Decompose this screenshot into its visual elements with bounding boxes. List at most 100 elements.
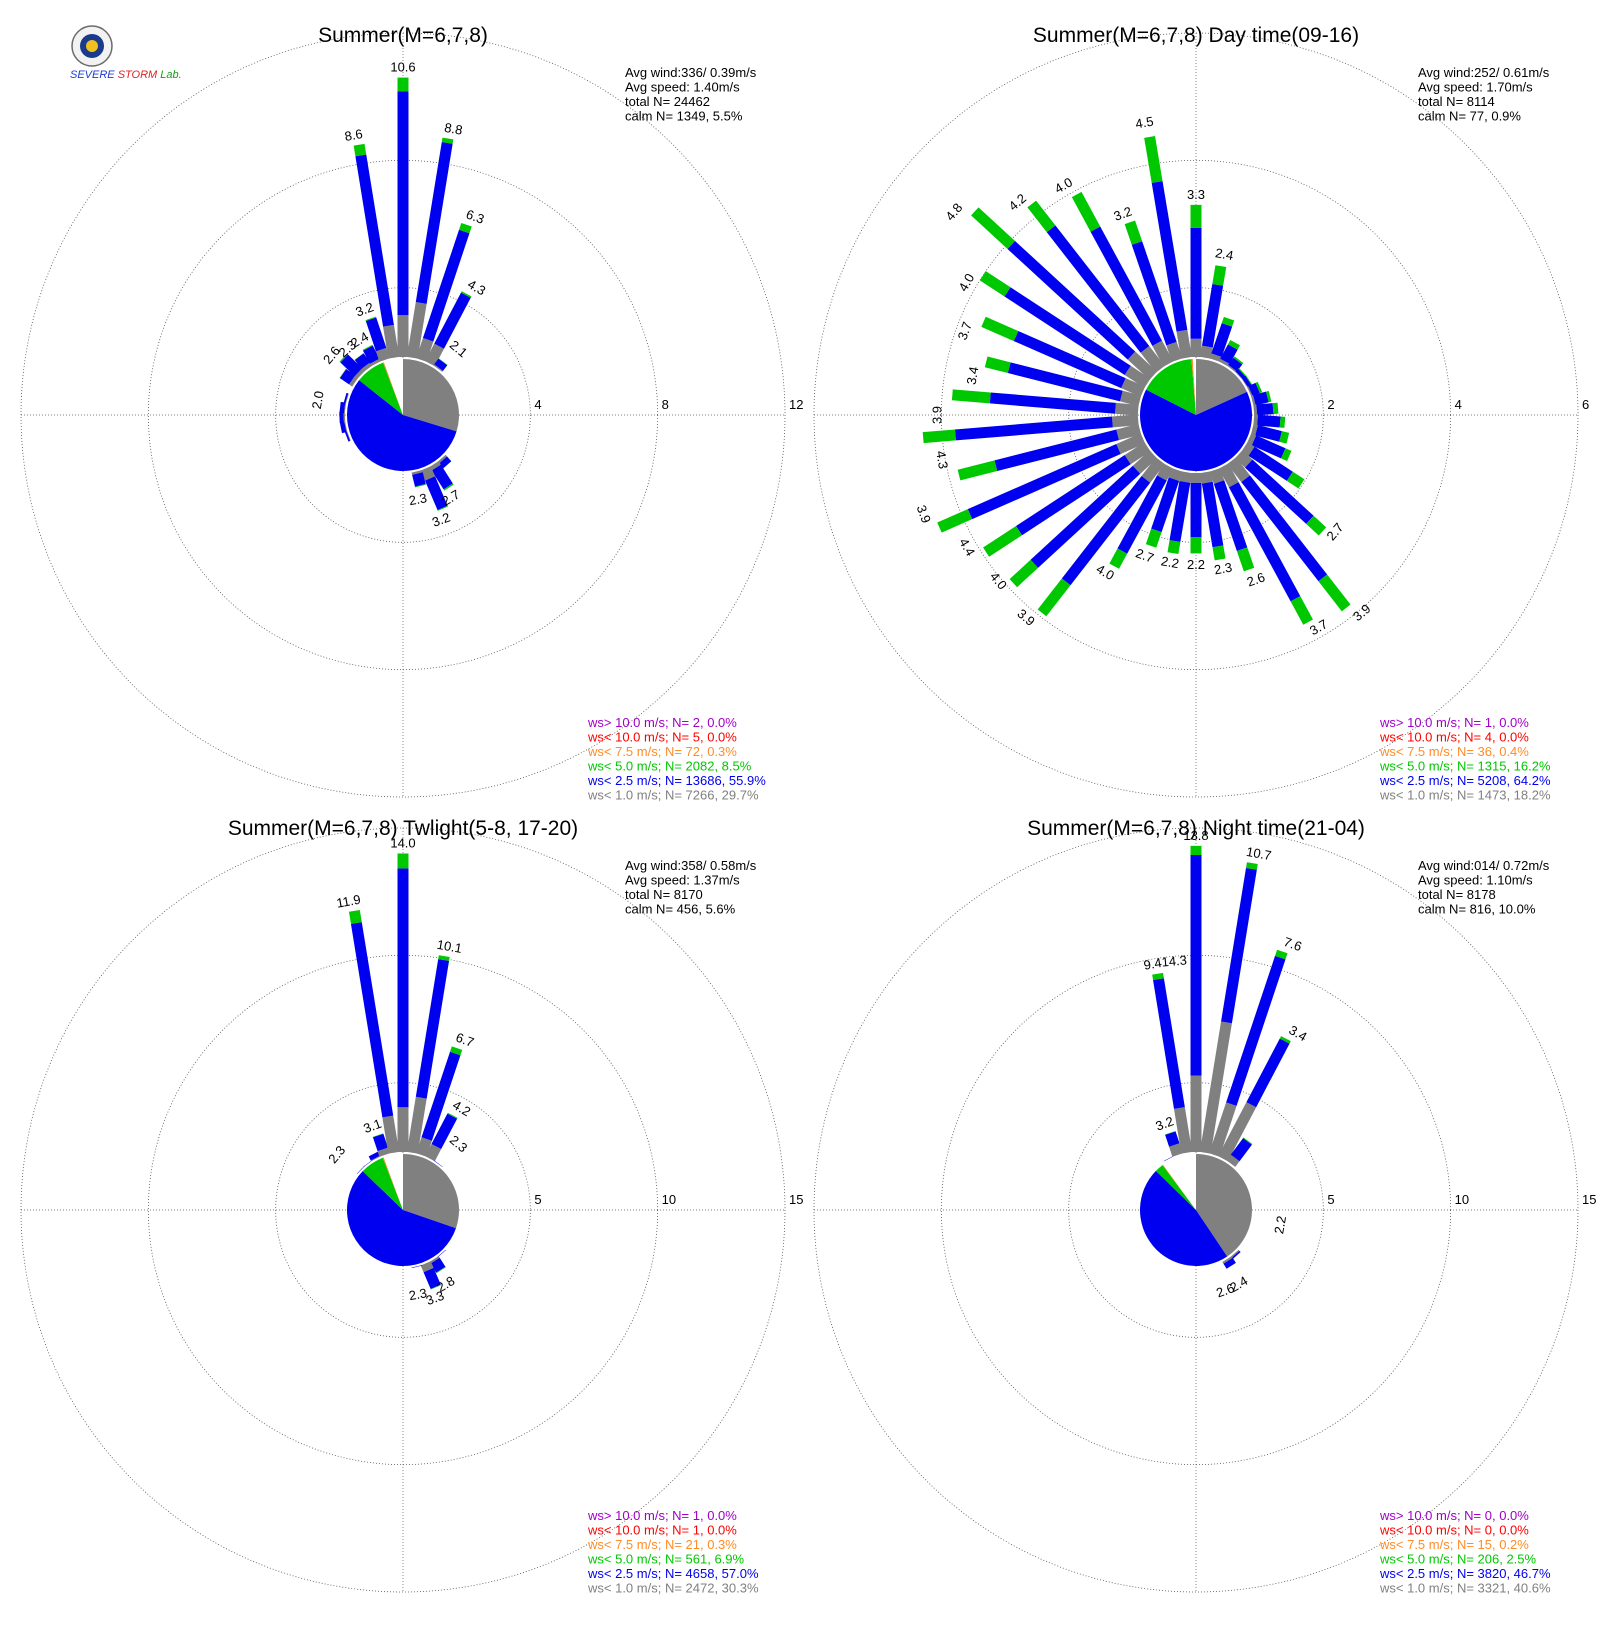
logo-text-part: STORM [118, 69, 161, 81]
wind-bar-segment [411, 469, 423, 475]
wind-bar-segment [415, 141, 453, 304]
panel-title: Summer(M=6,7,8) [318, 24, 488, 47]
wind-bar-segment [1201, 283, 1224, 348]
wind-bar-segment [1253, 391, 1269, 406]
wind-bar-segment [1166, 341, 1183, 362]
wind-bar-segment [434, 358, 448, 371]
wind-bar-segment [1286, 471, 1305, 489]
sector-value-label: 4.0 [955, 271, 977, 294]
wind-bar-segment [1141, 457, 1165, 483]
wind-bar-segment [1152, 340, 1174, 367]
center-pie-slice [347, 1171, 456, 1266]
wind-bar-segment [339, 401, 346, 414]
wind-bar-segment [1153, 978, 1185, 1109]
stats-line: Avg speed: 1.40m/s [625, 80, 740, 95]
wind-bar-segment [414, 484, 426, 488]
wind-bar-segment [1168, 468, 1183, 481]
wind-bar-segment [397, 868, 409, 1108]
wind-bar-segment [365, 316, 377, 321]
legend-entry: ws< 10.0 m/s; N= 1, 0.0% [587, 1523, 737, 1538]
wind-bar-segment [1248, 446, 1293, 481]
wind-bar-segment [1228, 482, 1301, 602]
wind-bar-segment [1190, 338, 1202, 357]
center-pie-slice [1191, 359, 1196, 415]
wind-bar-segment [406, 302, 427, 359]
wind-bar-segment [429, 461, 441, 471]
wind-bar-segment [354, 368, 365, 379]
wind-bar-segment [437, 505, 448, 511]
legend-entry: ws< 10.0 m/s; N= 4, 0.0% [1379, 730, 1529, 745]
wind-bar-segment [357, 1165, 365, 1174]
wind-bar-segment [937, 509, 973, 533]
wind-bar-segment [1165, 1131, 1180, 1147]
sector-value-label: 7.6 [1282, 934, 1304, 954]
grid-ring [1068, 287, 1324, 543]
legend-entry: ws< 10.0 m/s; N= 0, 0.0% [1379, 1523, 1529, 1538]
wind-bar-segment [1231, 1250, 1241, 1260]
wind-bar-segment [1275, 949, 1288, 960]
wind-bar-segment [339, 411, 344, 424]
wind-bar-segment [421, 1051, 461, 1141]
wind-bar-segment [1071, 191, 1101, 232]
wind-bar-segment [1211, 323, 1233, 357]
wind-bar-segment [362, 344, 373, 351]
wind-bar-segment [363, 345, 380, 364]
center-pie-slice [384, 359, 403, 415]
wind-bar-segment [1046, 225, 1150, 353]
stats-line: calm N= 816, 10.0% [1418, 902, 1536, 917]
wind-bar-segment [377, 1147, 390, 1157]
wind-bar-segment [954, 416, 1113, 441]
sector-value-label: 2.3 [447, 1132, 470, 1155]
center-pie-slice [1139, 1170, 1228, 1267]
grid-ring [813, 32, 1579, 798]
sector-value-label: 2.3 [1213, 560, 1233, 578]
sector-value-label: 2.2 [1160, 553, 1180, 571]
wind-bar-segment [397, 853, 409, 869]
severe-storm-lab-logo: SEVERE STORM Lab. [70, 25, 182, 81]
stats-line: Avg wind:014/ 0.72m/s [1418, 858, 1550, 873]
wind-bar-segment [438, 955, 450, 961]
sector-value-label: 3.9 [1014, 606, 1037, 629]
legend-entry: ws< 2.5 m/s; N= 5208, 64.2% [1379, 773, 1551, 788]
wind-bar-segment [343, 392, 349, 404]
wind-bar-segment [1190, 845, 1202, 856]
sector-value-label: 14.0 [390, 835, 415, 850]
wind-bar-segment [1179, 471, 1192, 483]
wind-bar-segment [436, 1266, 446, 1274]
wind-bar-segment [363, 1160, 373, 1167]
wind-bar-segment [1116, 423, 1142, 441]
wind-bar-segment [1200, 471, 1213, 484]
wind-bar-segment [1007, 240, 1136, 360]
legend-entry: ws< 1.0 m/s; N= 7266, 29.7% [587, 788, 759, 803]
wind-bar-segment [425, 1143, 442, 1162]
legend-entry: ws< 1.0 m/s; N= 2472, 30.3% [587, 1581, 759, 1596]
center-pie-slice [1155, 1165, 1196, 1210]
wind-bar-segment [369, 358, 381, 367]
wind-bar-segment [1167, 540, 1181, 555]
sector-value-label: 4.5 [1134, 114, 1154, 132]
wind-bar-segment [459, 223, 472, 234]
wind-bar-segment [1241, 475, 1328, 582]
ring-label: 2 [1327, 397, 1334, 412]
wind-bar-segment [994, 429, 1119, 472]
wind-bar-segment [354, 353, 364, 361]
wind-bar-segment [1164, 1130, 1176, 1135]
sector-value-label: 2.4 [1214, 245, 1234, 263]
sector-value-label: 3.3 [1187, 187, 1205, 202]
wind-bar-segment [1266, 390, 1272, 403]
legend-entry: ws< 7.5 m/s; N= 15, 0.2% [1379, 1537, 1529, 1552]
wind-bar-segment [406, 1096, 427, 1154]
legend-entry: ws< 7.5 m/s; N= 21, 0.3% [587, 1537, 737, 1552]
wind-bar-segment [981, 316, 1019, 342]
wind-bar-segment [422, 229, 470, 342]
wind-bar-segment [1212, 265, 1227, 286]
wind-bar-segment [349, 375, 359, 387]
legend-entry: ws> 10.0 m/s; N= 2, 0.0% [587, 715, 737, 730]
center-pie-slice [1196, 359, 1247, 415]
panel-title: Summer(M=6,7,8) Twlight(5-8, 17-20) [228, 817, 578, 840]
wind-bar-segment [437, 1249, 446, 1258]
grid-ring [20, 827, 786, 1593]
sector-value-label: 10.7 [1245, 844, 1273, 863]
center-pie-slice [383, 1154, 403, 1210]
wind-bar-segment [1144, 136, 1163, 183]
